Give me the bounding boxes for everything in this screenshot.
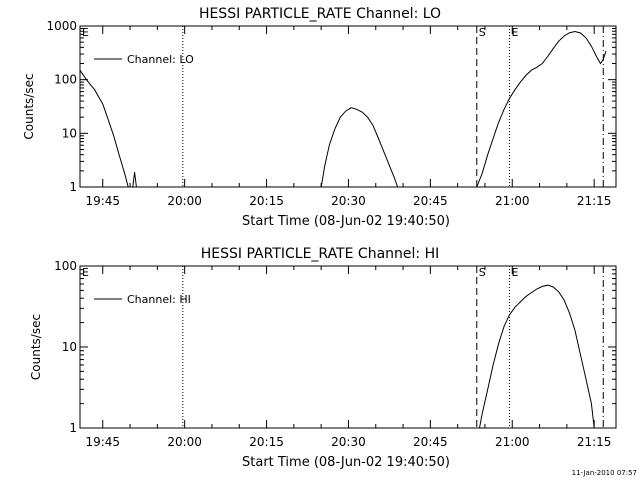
panel-2-x-tick-label: 19:45 xyxy=(85,435,120,449)
panel-2-y-tick-label: 10 xyxy=(62,340,77,354)
panel-1-y-tick-label: 100 xyxy=(54,73,77,87)
panel-2-y-tick-label: 100 xyxy=(54,259,77,273)
panel-1-x-tick-label: 19:45 xyxy=(85,194,120,208)
panel-2-x-tick-label: 21:00 xyxy=(495,435,530,449)
footer-timestamp: 11-Jan-2010 07:57 xyxy=(571,469,637,477)
panel-1-marker-label: E xyxy=(512,26,519,39)
panel-2-y-axis-label: Counts/sec xyxy=(29,314,43,380)
panel-1-x-tick-label: 20:00 xyxy=(167,194,202,208)
panel-2-x-tick-label: 21:15 xyxy=(577,435,612,449)
panel-1-series-line-segment-4 xyxy=(476,30,607,188)
panel-2-y-tick-label: 1 xyxy=(69,421,77,435)
panel-1-plot-frame xyxy=(79,25,617,188)
panel-1-x-tick-label: 20:30 xyxy=(331,194,366,208)
panel-2-x-axis-label: Start Time (08-Jun-02 19:40:50) xyxy=(242,455,450,470)
panel-2-edge-e-label: E xyxy=(82,266,89,279)
panel-1-y-tick-label: 10 xyxy=(62,126,77,140)
panel-2-series-line-segment-1 xyxy=(479,284,595,429)
panel-1-series-line-segment-3 xyxy=(320,107,399,188)
panel-2-x-tick-label: 20:00 xyxy=(167,435,202,449)
panel-2-legend-entry: Channel: HI xyxy=(127,293,191,306)
panel-1-marker-label: S xyxy=(479,26,486,39)
panel-1-legend-entry: Channel: LO xyxy=(127,53,194,66)
panel-2-marker-label: S xyxy=(479,266,486,279)
panel-1-x-tick-label: 21:15 xyxy=(577,194,612,208)
panel-2-marker-label: E xyxy=(512,266,519,279)
panel-2-x-tick-label: 20:15 xyxy=(249,435,284,449)
panel-1-y-tick-label: 1000 xyxy=(46,19,77,33)
panel-2-x-tick-label: 20:45 xyxy=(413,435,448,449)
panel-1-x-tick-label: 20:45 xyxy=(413,194,448,208)
panel-1-x-tick-label: 21:00 xyxy=(495,194,530,208)
panel-1-x-tick-label: 20:15 xyxy=(249,194,284,208)
panel-1-series-line-segment-1 xyxy=(79,69,129,188)
panel-2-x-tick-label: 20:30 xyxy=(331,435,366,449)
panel-1-y-axis-label: Counts/sec xyxy=(22,73,36,139)
panel-2-chart-title: HESSI PARTICLE_RATE Channel: HI xyxy=(201,246,439,262)
panel-1-series-line-segment-2 xyxy=(132,171,137,188)
panel-1-x-axis-label: Start Time (08-Jun-02 19:40:50) xyxy=(242,214,450,229)
panel-1-edge-e-label: E xyxy=(82,26,89,39)
panel-1-chart-title: HESSI PARTICLE_RATE Channel: LO xyxy=(199,6,441,22)
panel-1-y-tick-label: 1 xyxy=(69,180,77,194)
